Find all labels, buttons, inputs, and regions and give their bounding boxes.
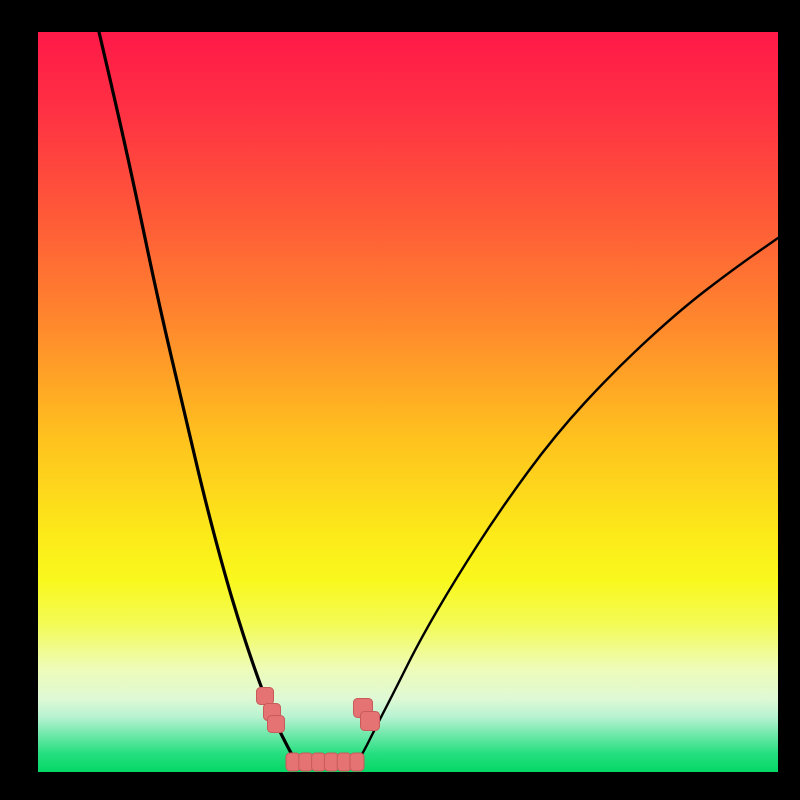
- plot-background: [38, 32, 778, 772]
- data-marker: [286, 753, 300, 771]
- data-marker: [268, 716, 285, 733]
- data-marker: [350, 753, 364, 771]
- chart-svg: [0, 0, 800, 800]
- data-marker: [324, 753, 338, 771]
- data-marker: [257, 688, 274, 705]
- chart-container: TheBottleneck.com: [0, 0, 800, 800]
- data-marker: [337, 753, 351, 771]
- data-marker: [361, 712, 380, 731]
- data-marker: [312, 753, 326, 771]
- data-marker: [299, 753, 313, 771]
